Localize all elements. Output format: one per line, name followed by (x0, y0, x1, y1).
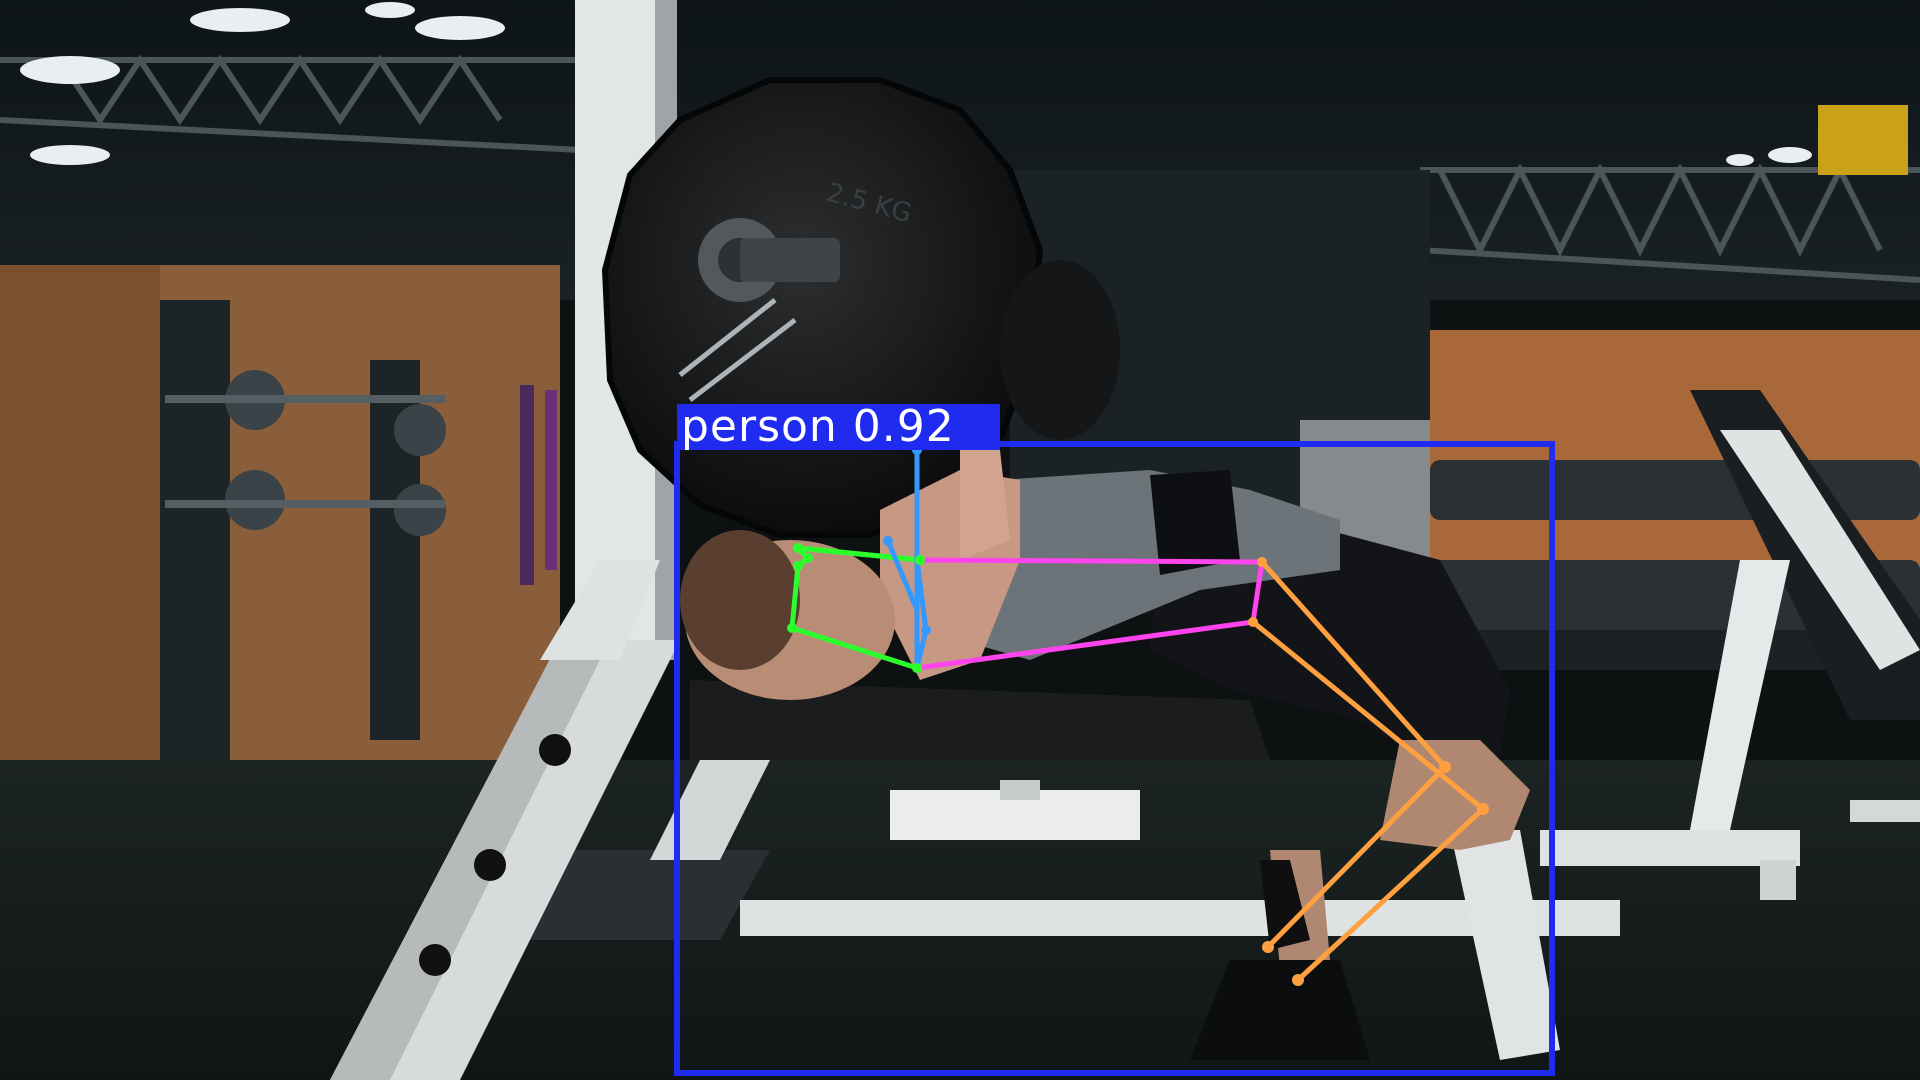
skeleton-arm-links (885, 437, 929, 671)
skeleton-leg-links (1250, 559, 1486, 983)
pose-skeleton (789, 437, 1486, 983)
keypoint-ankle-right (1292, 974, 1304, 986)
keypoint-elbow-right (921, 625, 931, 635)
keypoint-shoulder-left (915, 555, 925, 565)
detection-bounding-box (674, 441, 1555, 1076)
detection-label: person 0.92 (677, 404, 1000, 450)
keypoint-eye-left (803, 553, 813, 563)
hanging-bands (520, 385, 557, 585)
keypoint-knee-right (1477, 803, 1489, 815)
keypoint-elbow-left (883, 536, 893, 546)
keypoint-shoulder-right (912, 663, 922, 673)
keypoint-knee-left (1439, 761, 1451, 773)
pose-keypoints (787, 445, 1489, 986)
keypoint-eye-right (793, 561, 803, 571)
squat-rack-upright (330, 0, 725, 1080)
keypoint-nose (793, 543, 803, 553)
weight-rack-left (160, 300, 446, 780)
wall-sign (1818, 105, 1908, 175)
ceiling-lights (20, 2, 1812, 166)
keypoint-ear (787, 623, 797, 633)
floor-mat (520, 850, 770, 940)
keypoint-hip-left (1257, 557, 1267, 567)
keypoint-ankle-left (1262, 941, 1274, 953)
skeleton-head-links (789, 545, 923, 671)
flat-bench (650, 680, 1620, 1060)
skeleton-torso-links (914, 557, 1265, 671)
keypoint-hip-right (1248, 617, 1258, 627)
incline-bench-right (1540, 390, 1920, 900)
